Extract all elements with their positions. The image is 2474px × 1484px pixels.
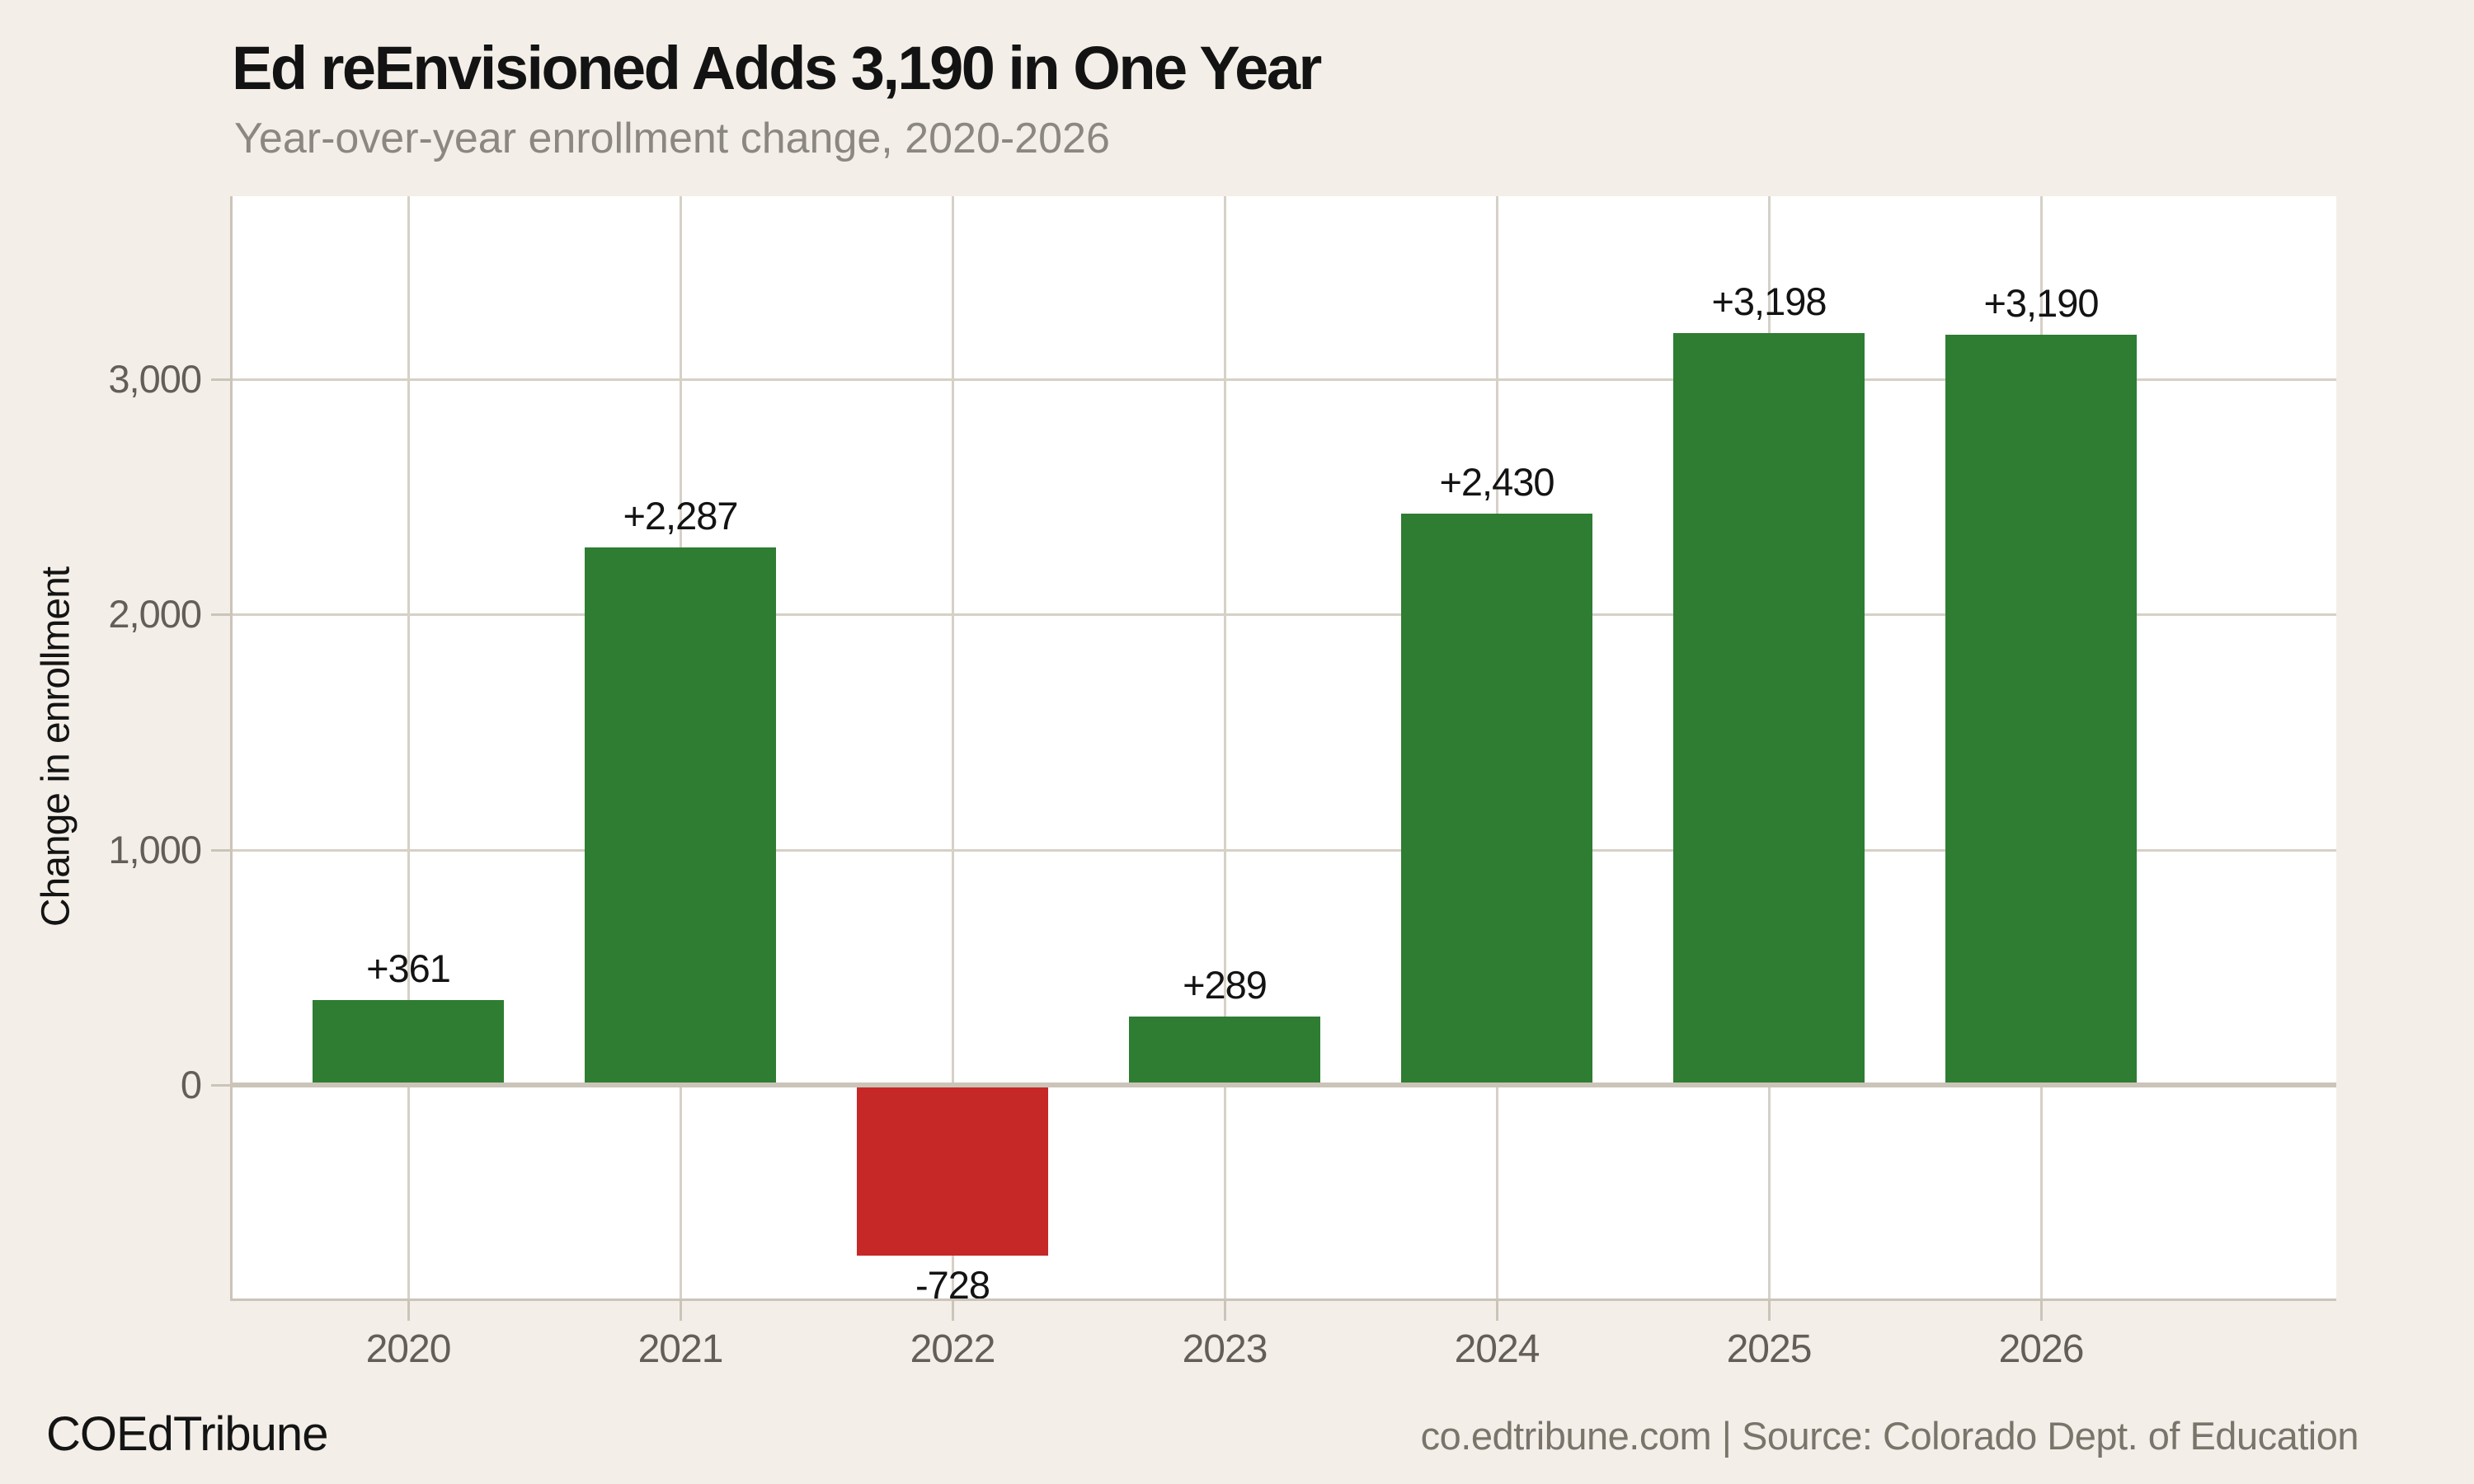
y-tick-label: 1,000 [108,827,202,871]
y-axis-line [230,196,233,1301]
y-tick-label: 3,000 [108,357,202,402]
bar-2024 [1401,513,1592,1085]
bar-2023 [1129,1017,1320,1085]
footer-brand: COEdTribune [46,1407,328,1461]
x-tick-mark [952,1301,954,1321]
x-tick-label: 2021 [637,1327,724,1371]
y-tick-label: 2,000 [108,592,202,636]
bar-2025 [1673,332,1865,1085]
x-tick-mark [1224,1301,1226,1321]
y-tick-mark [211,613,231,617]
horizontal-gridline [231,613,2336,617]
x-tick-label: 2025 [1726,1327,1813,1371]
bar-value-label: +2,287 [623,493,738,538]
x-tick-mark [680,1301,682,1321]
bar-value-label: +361 [366,946,451,990]
chart-subtitle: Year-over-year enrollment change, 2020-2… [234,115,1110,162]
x-tick-mark [1496,1301,1498,1321]
bar-2020 [313,999,504,1085]
x-tick-label: 2020 [365,1327,452,1371]
x-tick-mark [2040,1301,2043,1321]
bar-value-label: +289 [1183,963,1268,1007]
horizontal-gridline [231,378,2336,382]
zero-axis-line [231,1082,2336,1087]
y-tick-mark [211,1083,231,1087]
vertical-gridline [952,196,954,1298]
bar-2022 [857,1084,1048,1256]
x-tick-mark [1768,1301,1771,1321]
y-tick-mark [211,378,231,382]
footer-source: co.edtribune.com | Source: Colorado Dept… [1420,1414,2359,1458]
x-tick-label: 2024 [1454,1327,1540,1371]
x-axis-line [231,1298,2336,1301]
x-tick-label: 2026 [1998,1327,2085,1371]
x-tick-label: 2023 [1182,1327,1268,1371]
bar-value-label: +3,198 [1711,279,1827,323]
bar-value-label: +2,430 [1439,459,1554,504]
vertical-gridline [1224,196,1226,1298]
vertical-gridline [407,196,410,1298]
bar-2021 [585,547,776,1085]
y-tick-mark [211,848,231,852]
horizontal-gridline [231,848,2336,852]
bar-value-label: +3,190 [1983,281,2099,326]
plot-area: +361 +2,287 -728 +289 +2,430 +3,198 +3,190 [230,196,2336,1307]
x-tick-label: 2022 [910,1327,996,1371]
bar-2026 [1945,335,2137,1085]
chart-title: Ed reEnvisioned Adds 3,190 in One Year [232,34,1322,102]
x-tick-mark [407,1301,410,1321]
y-tick-label: 0 [180,1062,202,1106]
